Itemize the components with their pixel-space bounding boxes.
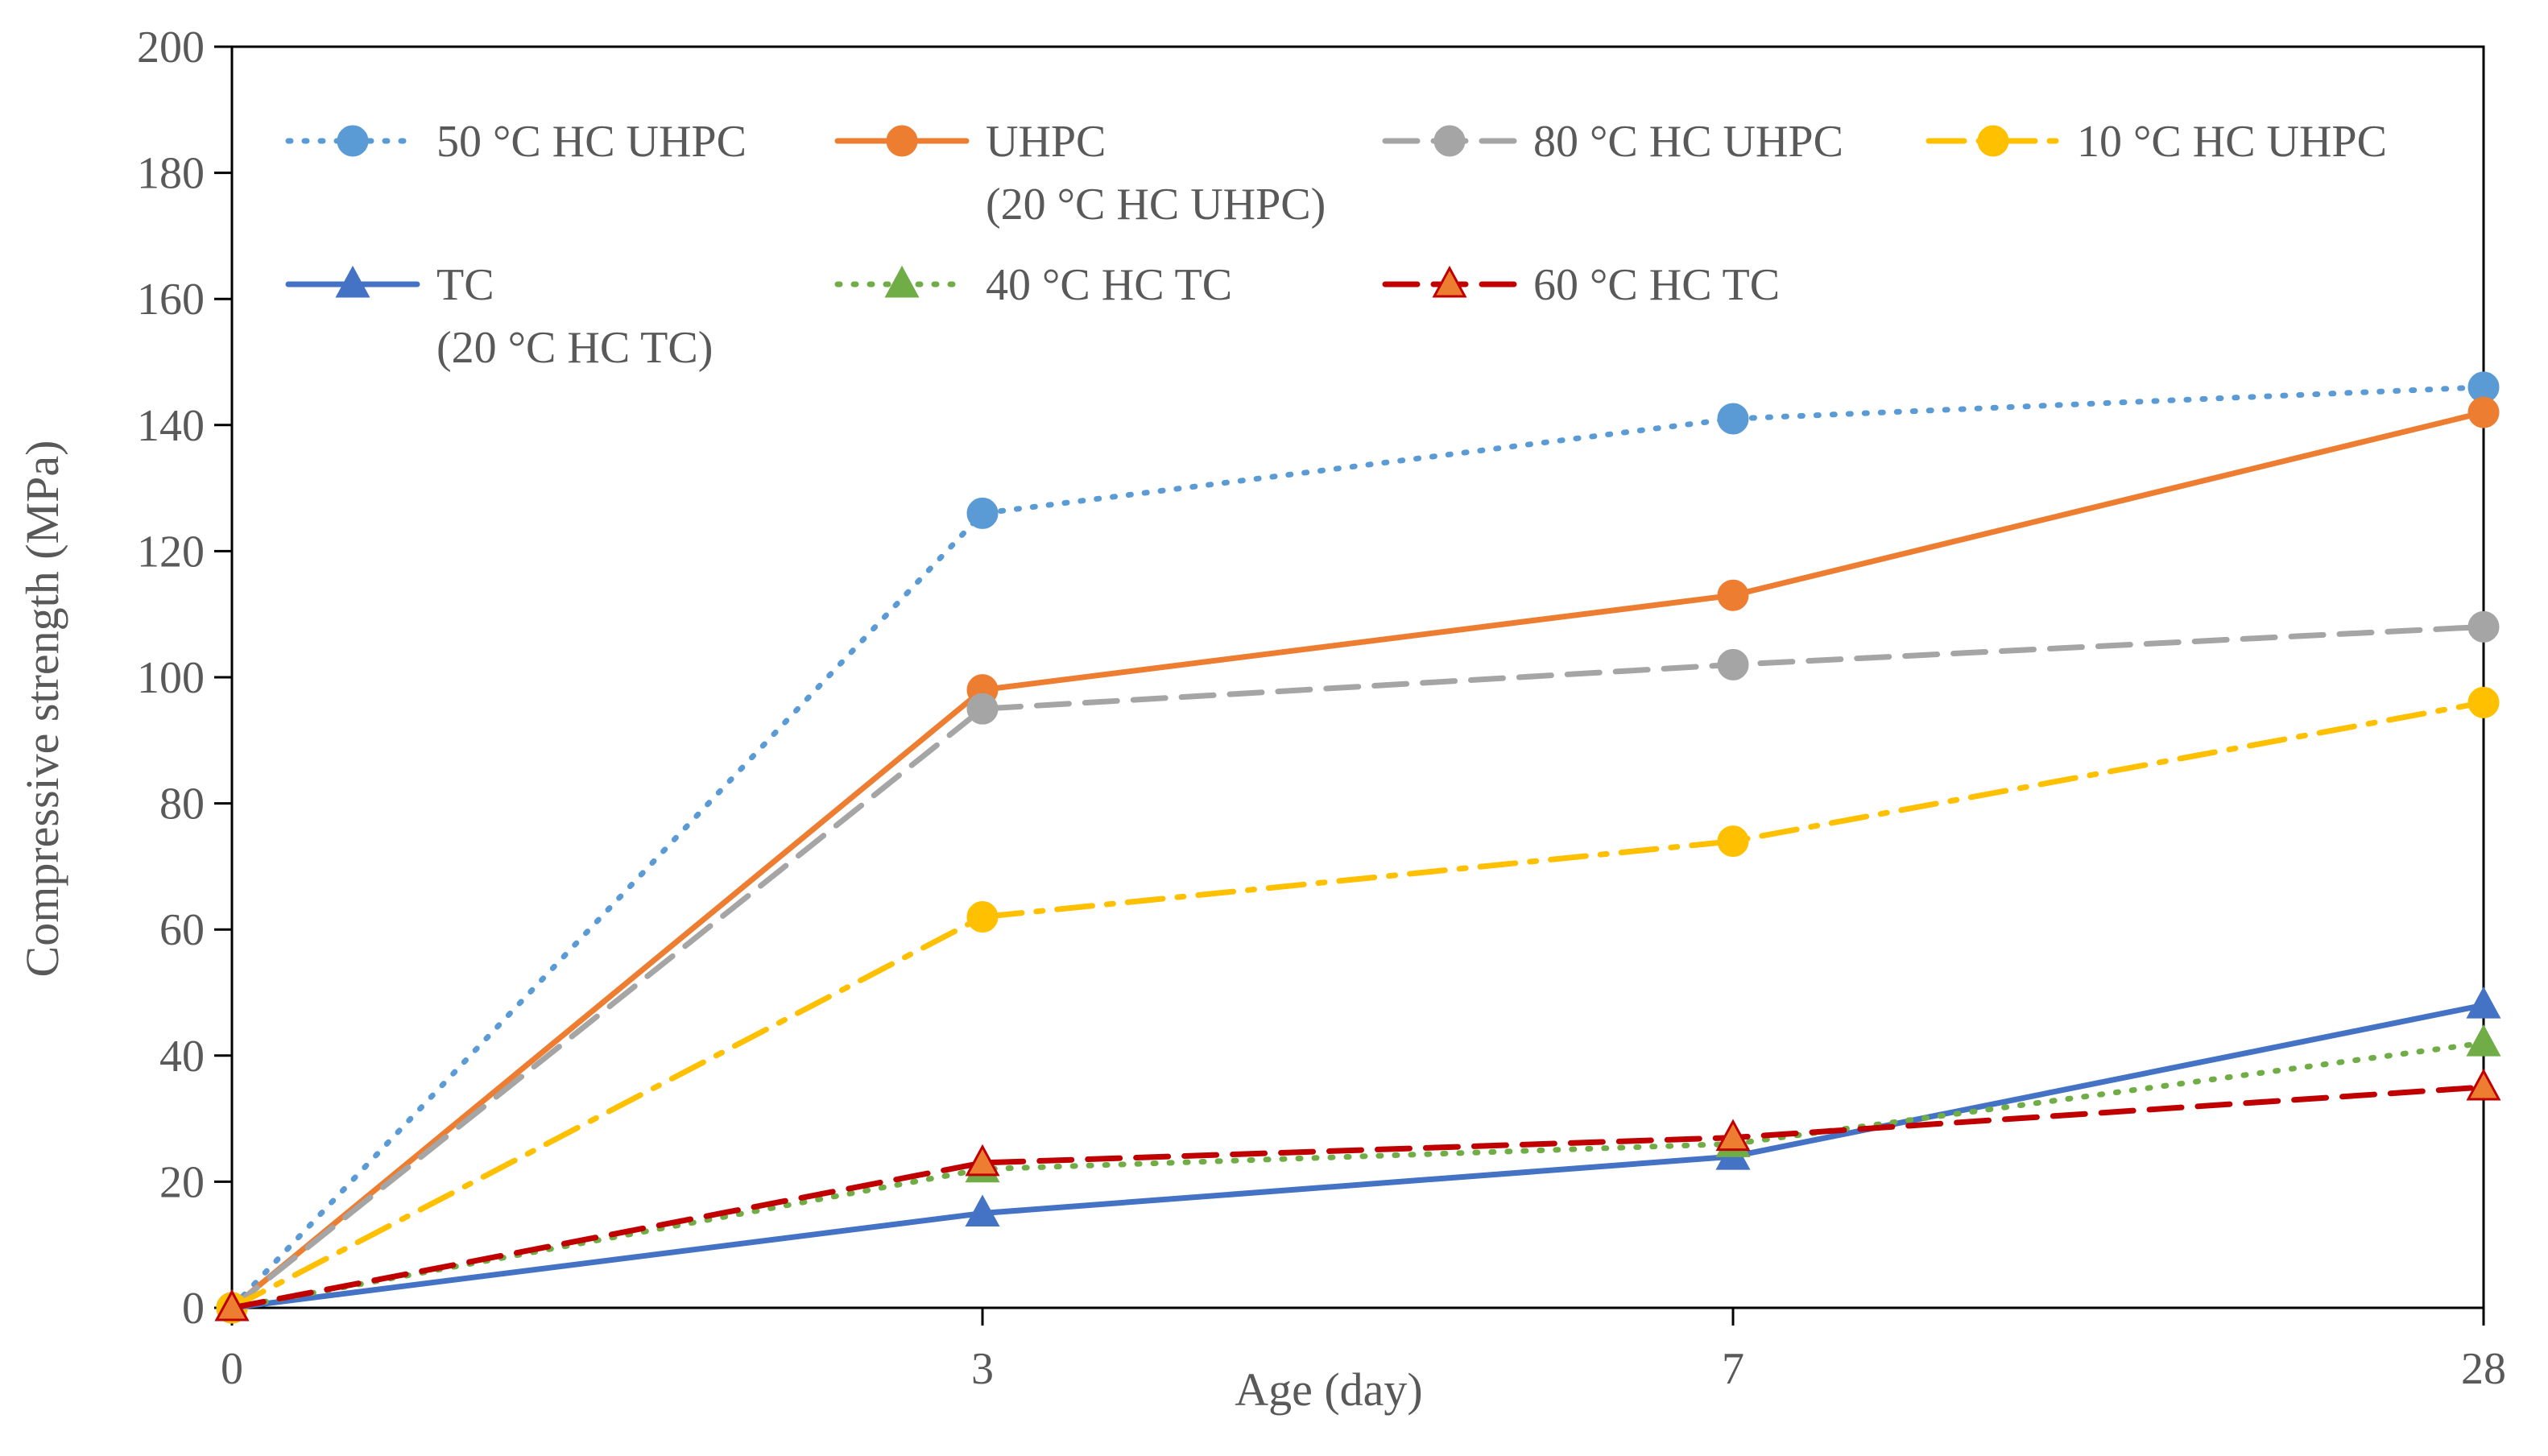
data-point [2466,1068,2501,1101]
y-tick-label: 100 [137,653,205,703]
legend-entry-3: 10 °C HC UHPC [1925,117,2387,167]
y-tick-label: 60 [159,905,205,955]
series-line [229,623,2487,1311]
legend-swatch-marker [335,265,370,298]
data-point [966,693,999,725]
x-tick-label: 0 [221,1344,243,1394]
legend-label-line2: (20 °C HC TC) [436,323,713,373]
series-line [229,409,2487,1311]
legend-label: TC [436,260,494,310]
legend-entry-6: 60 °C HC TC [1382,260,1780,310]
legend-entry-4: TC (20 °C HC TC) [285,260,713,373]
data-point [966,497,999,529]
x-tick-label: 3 [971,1344,994,1394]
data-point [214,1288,250,1322]
data-point [2467,610,2500,643]
legend-label: 60 °C HC TC [1533,260,1780,310]
legend-entry-1: UHPC (20 °C HC UHPC) [834,117,1326,230]
legend-label-line2: (20 °C HC UHPC) [986,180,1326,230]
series-6 [214,1068,2501,1322]
series-line [229,699,2487,1311]
y-tick-label: 20 [159,1157,205,1207]
legend-label: 80 °C HC UHPC [1533,117,1843,167]
y-tick-label: 160 [137,275,205,325]
data-point [2467,686,2500,718]
legend-swatch-marker [886,125,918,157]
series-line [229,1084,2487,1311]
x-tick-label: 7 [1722,1344,1744,1394]
series-line [229,1002,2487,1311]
series-line [229,384,2487,1311]
y-tick-label: 200 [137,23,205,72]
data-point [966,901,999,933]
legend-entry-2: 80 °C HC UHPC [1382,117,1843,167]
x-axis-title: Age (day) [1235,1363,1423,1416]
series-2 [216,610,2500,1324]
legend-swatch-marker [337,125,369,157]
y-axis-ticks: 0 20 40 60 80 100 120 140 160 180 200 [137,23,232,1334]
y-tick-label: 40 [159,1032,205,1082]
legend-swatch-marker [1432,265,1467,298]
data-point [2467,396,2500,428]
data-point [2466,1024,2501,1057]
y-axis-title: Compressive strength (MPa) [16,441,68,978]
data-point [1717,403,1749,435]
y-tick-label: 180 [137,149,205,199]
data-point [2466,987,2501,1019]
legend-label: 40 °C HC TC [986,260,1232,310]
data-point [965,1144,1000,1177]
x-tick-label: 28 [2461,1344,2506,1394]
y-tick-label: 120 [137,527,205,577]
y-tick-label: 0 [182,1284,205,1334]
legend-entry-5: 40 °C HC TC [834,260,1232,310]
legend-label: UHPC [986,117,1106,167]
y-tick-label: 80 [159,780,205,829]
data-point [965,1194,1000,1227]
legend-swatch-marker [1977,125,2009,157]
legend: 50 °C HC UHPC UHPC (20 °C HC UHPC) 80 °C HC… [285,117,2387,373]
series-3 [216,686,2500,1324]
data-point [1715,1119,1751,1152]
series-0 [216,371,2500,1324]
plot-area-frame [230,45,2485,1309]
legend-swatch-marker [884,265,920,298]
legend-label: 10 °C HC UHPC [2077,117,2387,167]
series-1 [216,396,2500,1324]
legend-label: 50 °C HC UHPC [436,117,747,167]
data-point [1717,579,1749,611]
y-tick-label: 140 [137,401,205,451]
data-point [1717,648,1749,680]
data-point [1717,825,1749,858]
legend-entry-0: 50 °C HC UHPC [285,117,747,167]
legend-swatch-marker [1433,125,1466,157]
series-layer [214,371,2501,1324]
